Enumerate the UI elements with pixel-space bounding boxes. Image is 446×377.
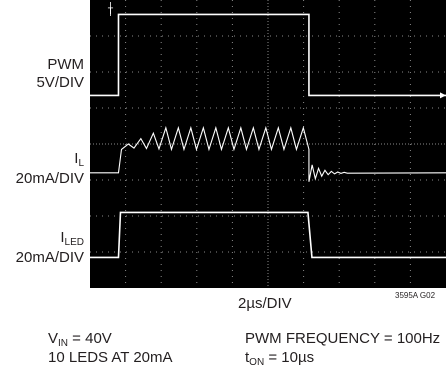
condition-pwm-frequency: PWM FREQUENCY = 100Hz xyxy=(245,330,441,347)
iled-label-name: I xyxy=(60,229,65,246)
vin-sub: IN xyxy=(58,338,69,349)
condition-ton: tON = 10µs xyxy=(245,349,314,369)
graticule xyxy=(90,0,446,288)
figure-code: 3595A G02 xyxy=(395,291,436,300)
x-axis-label: 2µs/DIV xyxy=(238,295,292,312)
ton-sub: ON xyxy=(249,357,265,368)
pwm-label-name: PWM xyxy=(47,56,84,73)
trace-il xyxy=(90,125,446,182)
oscilloscope-screen: T xyxy=(90,0,446,288)
traces: T xyxy=(90,2,446,259)
condition-vin: VIN = 40V xyxy=(48,330,112,350)
trace-iled xyxy=(90,211,446,259)
il-label-sub: L xyxy=(78,158,84,169)
ton-value: = 10µs xyxy=(264,349,315,366)
condition-leds: 10 LEDS AT 20mA xyxy=(48,349,173,366)
iled-label-sub: LED xyxy=(64,237,84,248)
il-label-scale: 20mA/DIV xyxy=(15,170,84,187)
vin-value: = 40V xyxy=(68,330,112,347)
trace-pwm xyxy=(90,13,446,97)
il-label-name: I xyxy=(74,150,79,167)
pwm-label-scale: 5V/DIV xyxy=(36,74,84,91)
channel-label-il: IL 20mA/DIV xyxy=(16,150,84,188)
vin-main: V xyxy=(48,330,59,347)
ton-main: t xyxy=(245,349,250,366)
channel-label-pwm: PWM 5V/DIV xyxy=(36,56,84,92)
iled-label-scale: 20mA/DIV xyxy=(15,249,84,266)
channel-label-iled: ILED 20mA/DIV xyxy=(16,229,84,267)
